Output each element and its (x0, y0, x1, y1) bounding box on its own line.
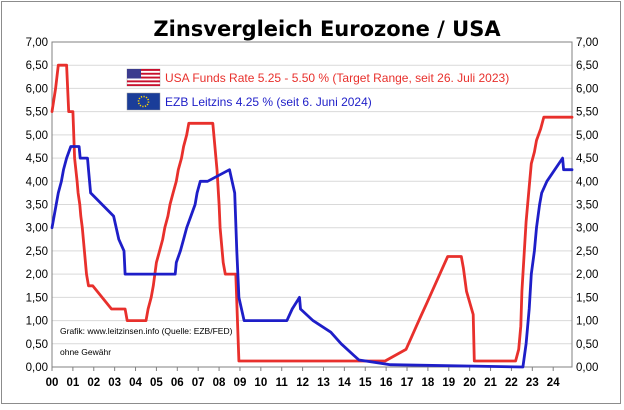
x-tick-label: 14 (338, 377, 351, 389)
y-tick-label-left: 7,00 (26, 37, 48, 49)
y-axis-right-ticks: 0,00 0,50 1,00 1,50 2,00 2,50 3,00 3,50 4,00 4,50… (576, 37, 598, 374)
x-tick-label: 17 (401, 377, 414, 389)
x-tick-label: 18 (422, 377, 435, 389)
x-tick-label: 15 (359, 377, 372, 389)
y-tick-label-left: 1,50 (26, 292, 48, 304)
x-tick-label: 16 (380, 377, 393, 389)
legend-label-us: USA Funds Rate 5.25 - 5.50 % (Target Ran… (165, 71, 509, 85)
y-tick-label-right: 4,00 (576, 176, 598, 188)
y-tick-label-right: 7,00 (576, 37, 598, 49)
y-tick-label-left: 5,00 (26, 130, 48, 142)
x-tick-label: 06 (171, 377, 184, 389)
us-funds-rate-line (50, 63, 574, 363)
chart-frame: Zinsvergleich Eurozone / USA 0,00 0,50 1,0… (1, 1, 621, 404)
y-tick-label-right: 5,50 (576, 107, 598, 119)
y-tick-label-right: 0,00 (576, 362, 598, 374)
legend-label-ecb: EZB Leitzins 4.25 % (seit 6. Juni 2024) (165, 95, 372, 109)
y-tick-label-left: 4,50 (26, 153, 48, 165)
disclaimer-note: ohne Gewähr (60, 347, 111, 357)
y-tick-label-left: 6,00 (26, 83, 48, 95)
y-tick-label-left: 3,50 (26, 200, 48, 212)
y-tick-label-right: 1,50 (576, 292, 598, 304)
y-tick-label-left: 5,50 (26, 107, 48, 119)
x-tick-label: 23 (526, 377, 539, 389)
y-tick-label-right: 2,00 (576, 269, 598, 281)
x-tick-label: 02 (87, 377, 100, 389)
x-tick-label: 00 (46, 377, 59, 389)
x-tick-label: 10 (254, 377, 267, 389)
x-tick-label: 24 (547, 377, 560, 389)
x-tick-label: 21 (484, 377, 497, 389)
y-axis-left-ticks: 0,00 0,50 1,00 1,50 2,00 2,50 3,00 3,50 4,00 4,50… (26, 37, 48, 374)
y-tick-label-right: 1,00 (576, 316, 598, 328)
y-tick-label-left: 0,00 (26, 362, 48, 374)
x-tick-label: 07 (192, 377, 205, 389)
x-tick-label: 01 (66, 377, 79, 389)
x-axis-ticks: 00 01 02 03 04 05 06 07 08 09 10 11 12 13 14 15 16 17 18 19… (46, 367, 560, 389)
y-tick-label-left: 1,00 (26, 316, 48, 328)
x-tick-label: 20 (463, 377, 476, 389)
y-tick-label-left: 2,00 (26, 269, 48, 281)
ecb-rate-line (50, 145, 574, 369)
us-flag-icon (126, 68, 161, 87)
y-tick-label-right: 3,50 (576, 200, 598, 212)
series-lines (50, 63, 574, 369)
y-tick-label-right: 4,50 (576, 153, 598, 165)
chart-title: Zinsvergleich Eurozone / USA (153, 17, 501, 41)
y-tick-label-right: 3,00 (576, 223, 598, 235)
x-tick-label: 12 (296, 377, 309, 389)
y-tick-label-left: 2,50 (26, 246, 48, 258)
legend: USA Funds Rate 5.25 - 5.50 % (Target Ran… (126, 68, 509, 111)
x-tick-label: 11 (276, 377, 289, 389)
x-tick-label: 09 (234, 377, 247, 389)
rate-comparison-chart: Zinsvergleich Eurozone / USA 0,00 0,50 1,0… (26, 17, 599, 389)
x-tick-label: 19 (442, 377, 455, 389)
y-tick-label-left: 0,50 (26, 339, 48, 351)
y-tick-label-right: 2,50 (576, 246, 598, 258)
x-tick-label: 22 (505, 377, 518, 389)
y-tick-label-right: 0,50 (576, 339, 598, 351)
x-tick-label: 13 (317, 377, 330, 389)
x-tick-label: 08 (213, 377, 226, 389)
y-tick-label-right: 5,00 (576, 130, 598, 142)
plot-area (51, 41, 573, 368)
grid-lines (52, 64, 572, 345)
y-tick-label-left: 4,00 (26, 176, 48, 188)
y-tick-label-right: 6,00 (576, 83, 598, 95)
x-tick-label: 05 (150, 377, 163, 389)
y-tick-label-right: 6,50 (576, 60, 598, 72)
y-tick-label-left: 3,00 (26, 223, 48, 235)
eu-flag-icon (126, 92, 161, 111)
source-note: Grafik: www.leitzinsen.info (Quelle: EZB… (60, 326, 233, 336)
y-tick-label-left: 6,50 (26, 60, 48, 72)
x-tick-label: 03 (108, 377, 121, 389)
x-tick-label: 04 (129, 377, 142, 389)
